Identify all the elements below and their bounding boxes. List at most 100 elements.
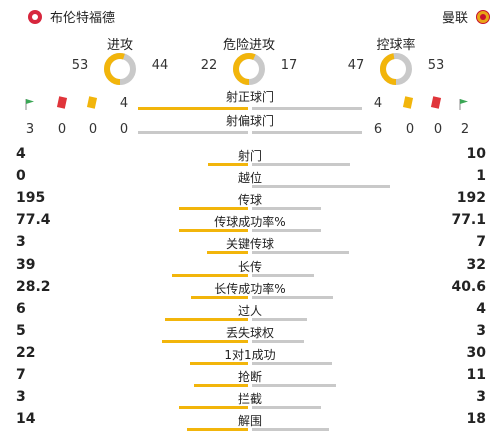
stat-row: 28.2 长传成功率% 40.6 bbox=[0, 279, 500, 301]
stat-home-bar bbox=[172, 273, 248, 277]
stat-home-bar bbox=[187, 428, 248, 432]
stat-label: 拦截 bbox=[237, 392, 262, 407]
stat-home-value: 14 bbox=[16, 411, 36, 428]
home-team-name: 布伦特福德 bbox=[50, 11, 116, 26]
donut-home-arc bbox=[380, 53, 412, 85]
stat-label: 解围 bbox=[237, 414, 262, 429]
stat-away-value: 3 bbox=[476, 322, 486, 339]
away-corners-count: 2 bbox=[460, 122, 470, 137]
donut-home-value: 53 bbox=[71, 58, 89, 73]
stat-home-value: 22 bbox=[16, 344, 36, 361]
home-corner-flag-icon bbox=[25, 99, 34, 110]
donut-home-arc bbox=[233, 53, 265, 85]
stat-home-bar bbox=[179, 229, 248, 233]
donut-chart bbox=[233, 53, 265, 85]
shots-on-home-bar bbox=[138, 107, 248, 110]
stat-row: 3 拦截 3 bbox=[0, 389, 500, 411]
stat-row: 39 长传 32 bbox=[0, 257, 500, 279]
donut-home-arc bbox=[104, 53, 136, 85]
away-corner-flag-icon bbox=[459, 99, 468, 110]
stat-row: 4 射门 10 bbox=[0, 146, 500, 168]
stat-row: 195 传球 192 bbox=[0, 190, 500, 212]
away-team-name: 曼联 bbox=[441, 11, 468, 26]
stat-home-value: 28.2 bbox=[16, 278, 51, 295]
stat-away-value: 10 bbox=[466, 146, 486, 162]
stat-away-value: 7 bbox=[476, 234, 486, 251]
shots-off-target-label: 射偏球门 bbox=[225, 114, 274, 128]
shots-off-home: 0 bbox=[119, 122, 129, 137]
stat-home-bar bbox=[194, 384, 248, 387]
stat-home-bar bbox=[179, 207, 248, 211]
donut-away-value: 53 bbox=[427, 58, 445, 73]
donut-possession: 控球率 47 53 bbox=[321, 34, 471, 90]
stat-label: 过人 bbox=[237, 303, 262, 318]
stat-away-value: 32 bbox=[466, 256, 486, 273]
stat-home-value: 7 bbox=[16, 367, 26, 383]
stat-away-value: 40.6 bbox=[451, 278, 486, 295]
stat-home-value: 6 bbox=[16, 300, 26, 317]
shots-on-away: 4 bbox=[373, 96, 383, 111]
donut-dangerous-attack: 危险进攻 22 17 bbox=[174, 34, 324, 90]
stat-row: 0 越位 1 bbox=[0, 168, 500, 190]
stat-home-value: 0 bbox=[16, 168, 26, 185]
donut-away-value: 44 bbox=[151, 58, 169, 73]
away-red-count: 0 bbox=[433, 122, 443, 137]
shots-on-target-label: 射正球门 bbox=[225, 90, 274, 104]
home-corners-count: 3 bbox=[25, 122, 35, 137]
donut-attack: 进攻 53 44 bbox=[45, 34, 195, 90]
stat-away-bar bbox=[252, 339, 304, 343]
stat-home-bar bbox=[162, 339, 248, 343]
stat-away-value: 3 bbox=[476, 389, 486, 406]
stat-away-bar bbox=[252, 229, 321, 233]
stat-home-bar bbox=[191, 295, 248, 299]
shots-on-away-bar bbox=[252, 107, 362, 110]
stat-away-value: 30 bbox=[466, 344, 486, 361]
shots-off-away-bar bbox=[252, 131, 362, 134]
away-team-badge-icon bbox=[476, 9, 490, 24]
stat-away-value: 4 bbox=[476, 300, 486, 317]
stat-home-value: 4 bbox=[16, 146, 26, 162]
stat-away-bar bbox=[252, 295, 333, 299]
stat-row: 3 关键传球 7 bbox=[0, 234, 500, 256]
stat-home-bar bbox=[179, 406, 248, 410]
stat-label: 关键传球 bbox=[225, 237, 274, 252]
stat-away-bar bbox=[252, 384, 336, 387]
stat-away-value: 77.1 bbox=[451, 212, 486, 229]
shots-off-target-row: 3 0 0 0 6 0 0 2 bbox=[0, 122, 500, 138]
stat-home-value: 39 bbox=[16, 256, 36, 273]
stat-label: 传球成功率% bbox=[214, 215, 286, 230]
stat-away-value: 18 bbox=[466, 411, 486, 428]
stat-row: 7 抢断 11 bbox=[0, 367, 500, 389]
donut-away-value: 17 bbox=[280, 58, 298, 73]
stat-row: 77.4 传球成功率% 77.1 bbox=[0, 212, 500, 234]
donut-title: 控球率 bbox=[376, 38, 416, 53]
stat-row: 5 丢失球权 3 bbox=[0, 323, 500, 345]
stat-home-value: 195 bbox=[16, 190, 46, 207]
stat-away-bar bbox=[252, 251, 349, 255]
stat-away-value: 11 bbox=[466, 367, 486, 383]
away-yellow-count: 0 bbox=[405, 122, 415, 137]
stat-row: 14 解围 18 bbox=[0, 411, 500, 433]
home-team[interactable]: 布伦特福德 bbox=[28, 7, 115, 26]
stat-row: 6 过人 4 bbox=[0, 301, 500, 323]
donut-home-value: 22 bbox=[200, 58, 218, 73]
home-red-count: 0 bbox=[57, 122, 67, 137]
stat-away-bar bbox=[252, 406, 321, 410]
stat-away-value: 192 bbox=[456, 190, 486, 207]
donut-chart bbox=[104, 53, 136, 85]
stat-label: 丢失球权 bbox=[225, 325, 274, 340]
stat-label: 越位 bbox=[237, 171, 262, 186]
donut-title: 危险进攻 bbox=[222, 38, 275, 53]
match-header: 布伦特福德 曼联 bbox=[0, 0, 500, 30]
shots-off-away: 6 bbox=[373, 122, 383, 137]
stat-home-value: 77.4 bbox=[16, 212, 51, 229]
away-team[interactable]: 曼联 bbox=[442, 7, 490, 26]
stat-label: 长传 bbox=[237, 259, 262, 274]
stat-away-bar bbox=[252, 273, 314, 277]
donut-home-value: 47 bbox=[347, 58, 365, 73]
donut-chart bbox=[380, 53, 412, 85]
stat-label: 抢断 bbox=[237, 370, 262, 384]
home-team-badge-icon bbox=[28, 9, 42, 24]
stat-away-bar bbox=[252, 361, 332, 365]
stat-away-bar bbox=[252, 317, 307, 321]
